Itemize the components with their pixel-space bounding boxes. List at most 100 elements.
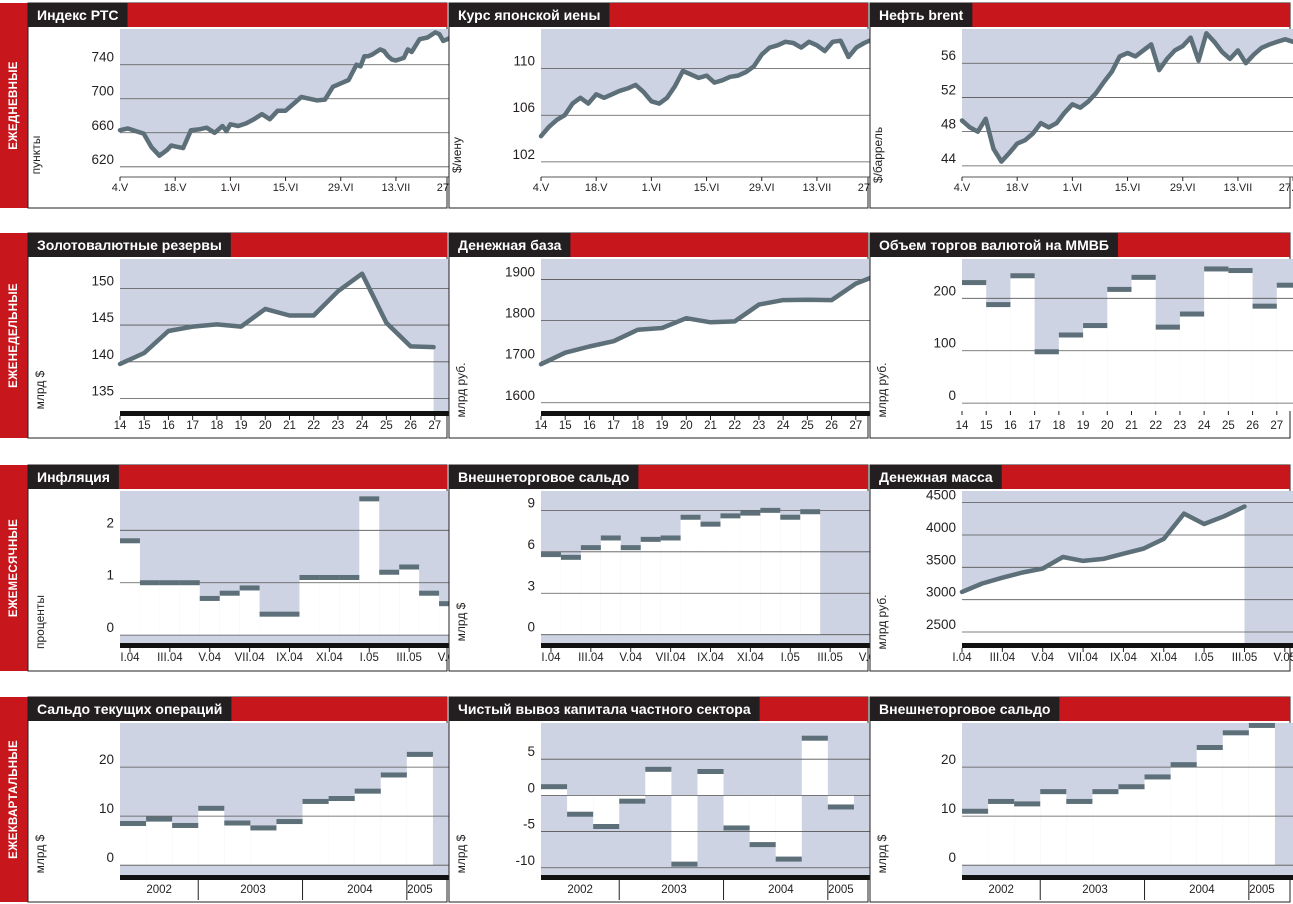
x-tick-label: 2005 (1249, 884, 1275, 896)
x-tick-label: V.04 (1031, 652, 1054, 664)
area-fill (541, 39, 873, 177)
x-tick-label: XI.04 (316, 652, 343, 664)
x-tick-label: 1.VI (1063, 182, 1083, 194)
chart-title: Денежная база (458, 237, 562, 253)
step-mark (199, 595, 220, 601)
x-tick-label: V.04 (198, 652, 221, 664)
x-tick-label: IX.04 (276, 652, 303, 664)
bar-fill (740, 513, 761, 635)
bar-fill (1276, 285, 1293, 412)
bar-fill (1014, 803, 1041, 866)
step-mark (749, 842, 776, 848)
x-tick-label: III.05 (1232, 652, 1258, 664)
row-label-bar (0, 697, 28, 902)
chart-title: Сальдо текущих операций (37, 701, 222, 717)
y-tick-label: 0 (948, 850, 956, 865)
bar-fill (1010, 275, 1035, 412)
y-tick-label: 4000 (926, 520, 956, 535)
step-mark (1276, 282, 1293, 288)
chart-title: Курс японской иены (458, 7, 600, 23)
bar-fill (339, 577, 360, 636)
step-mark (660, 535, 681, 541)
bar-fill (1204, 268, 1229, 412)
x-tick-label: 15.VI (1115, 182, 1141, 194)
step-mark (988, 798, 1015, 804)
step-mark (580, 545, 601, 551)
area-fill (541, 274, 880, 411)
step-mark (1066, 798, 1093, 804)
y-tick-label: 10 (99, 801, 114, 816)
step-mark (1034, 349, 1059, 355)
chart-title: Внешнеторговое сальдо (458, 469, 629, 485)
step-mark (419, 590, 440, 596)
step-mark (1014, 801, 1041, 807)
step-mark (1248, 722, 1275, 728)
x-tick-label: 4.V (533, 182, 550, 194)
y-tick-label: 1700 (505, 347, 535, 362)
x-tick-label: 21 (283, 420, 296, 432)
bar-fill (600, 537, 621, 635)
y-tick-label: 9 (527, 495, 535, 510)
step-mark (697, 768, 724, 774)
x-tick-label: 17 (607, 420, 620, 432)
x-axis-baseline (541, 643, 880, 648)
y-tick-label: 56 (941, 48, 956, 63)
step-mark (700, 521, 721, 527)
x-tick-label: 2002 (146, 884, 172, 896)
bar-fill (276, 821, 303, 866)
step-mark (250, 825, 277, 831)
row-group: ЕЖЕКВАРТАЛЬНЫЕ (0, 697, 28, 902)
x-axis-baseline (541, 411, 880, 416)
x-tick-label: 2003 (1082, 884, 1108, 896)
x-tick-label: 27.VII (1279, 182, 1293, 194)
x-tick-label: 23 (332, 420, 345, 432)
bar-fill (1144, 776, 1171, 866)
x-tick-label: 2002 (988, 884, 1014, 896)
y-tick-label: 150 (91, 273, 114, 288)
step-mark (380, 772, 407, 778)
step-mark (120, 538, 140, 544)
step-mark (600, 535, 621, 541)
y-tick-label: 48 (941, 117, 956, 132)
bar-fill (379, 572, 400, 636)
step-mark (1155, 324, 1180, 330)
chart-title: Объем торгов валютой на ММВБ (879, 237, 1109, 253)
bar-fill (1040, 791, 1067, 866)
title-block (28, 697, 232, 721)
title-block (28, 233, 231, 257)
bar-fill (359, 498, 380, 636)
x-tick-label: XI.04 (1150, 652, 1177, 664)
x-tick-label: 29.VI (749, 182, 775, 194)
x-axis-baseline (120, 643, 459, 648)
row-label: ЕЖЕМЕСЯЧНЫЕ (8, 519, 20, 617)
x-tick-label: 24 (777, 420, 790, 432)
x-tick-label: XI.04 (737, 652, 764, 664)
bar-fill (199, 598, 220, 636)
y-tick-label: 2500 (926, 617, 956, 632)
y-axis-label: млрд руб. (454, 363, 468, 418)
y-tick-label: 200 (933, 283, 956, 298)
y-tick-label: 1800 (505, 306, 535, 321)
x-tick-label: 20 (680, 420, 693, 432)
bar-fill (671, 795, 698, 865)
x-tick-label: 22 (307, 420, 320, 432)
title-block (449, 697, 760, 721)
series-line (959, 504, 1247, 595)
step-mark (541, 552, 561, 558)
step-mark (120, 821, 147, 827)
x-tick-label: 1.VI (221, 182, 241, 194)
step-mark (1131, 274, 1156, 280)
bar-fill (250, 827, 277, 866)
bar-fill (760, 510, 781, 635)
y-axis-label: пункты (29, 136, 43, 175)
x-tick-label: 22 (1149, 420, 1162, 432)
bar-fill (179, 582, 200, 636)
y-tick-label: 140 (91, 347, 114, 362)
bar-fill (541, 554, 561, 635)
bar-fill (560, 557, 581, 635)
step-mark (962, 280, 987, 286)
step-mark (780, 514, 801, 520)
bar-fill (328, 798, 355, 866)
bar-fill (299, 577, 320, 636)
x-tick-label: 19 (235, 420, 248, 432)
